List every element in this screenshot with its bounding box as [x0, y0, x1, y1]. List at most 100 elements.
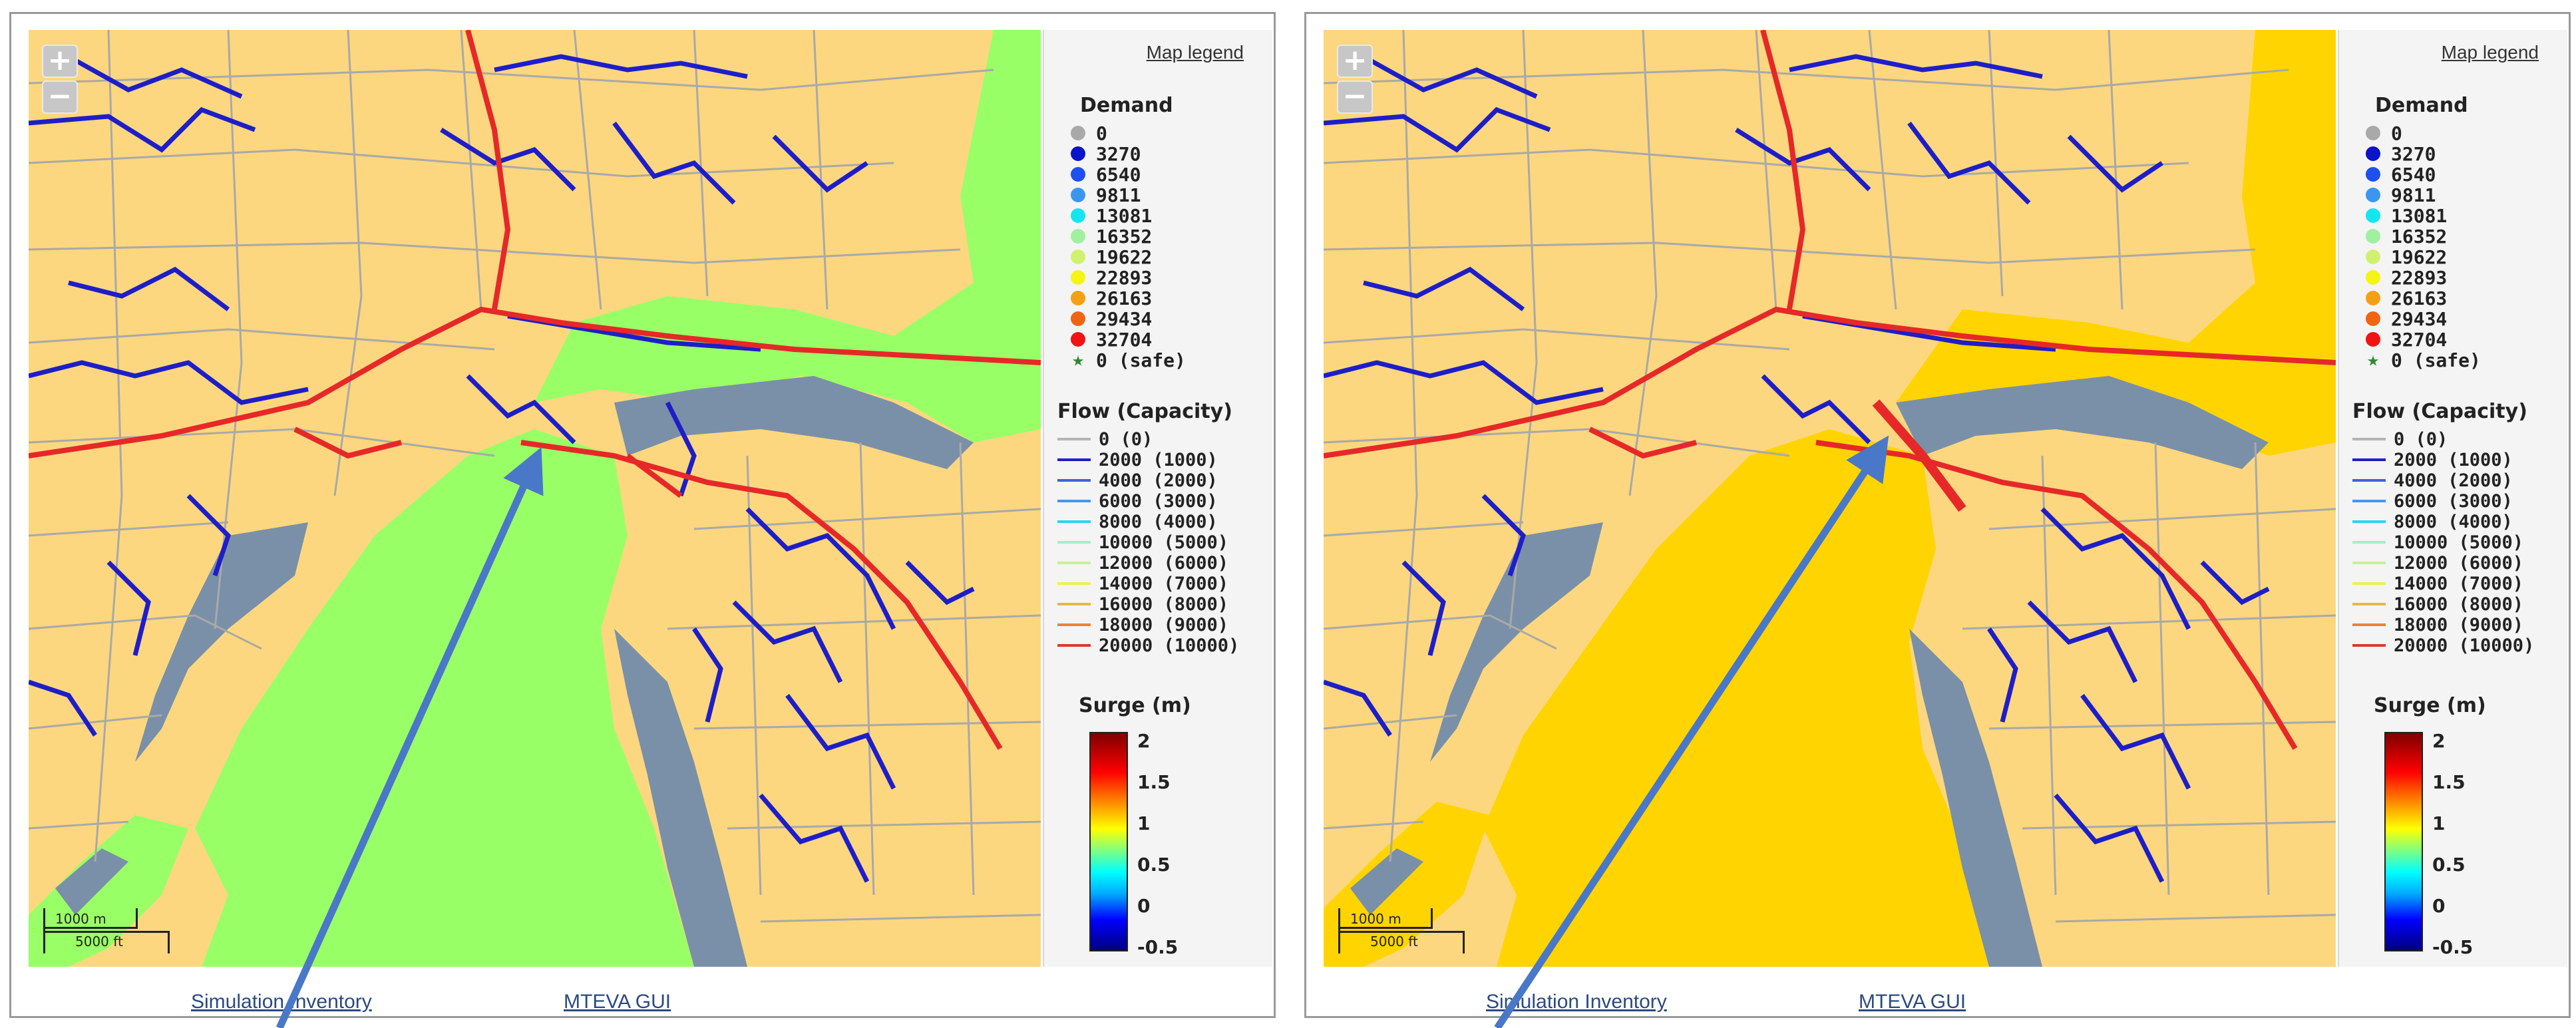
flow-line-icon: [1057, 500, 1091, 502]
river: [1350, 848, 1423, 915]
mteva-gui-link[interactable]: MTEVA GUI: [564, 991, 671, 1013]
flow-line-icon: [2352, 438, 2386, 440]
zoom-in-button[interactable]: +: [1337, 45, 1373, 78]
flow-legend-item: 6000 (3000): [1057, 490, 1218, 512]
scale-label-meters: 1000 m: [55, 911, 106, 927]
scale-label-feet: 5000 ft: [1370, 934, 1418, 949]
flood-zone: [29, 815, 188, 967]
flow-line-icon: [1057, 479, 1091, 482]
demand-legend-item: 29434: [2366, 307, 2448, 330]
demand-dot-icon: [1071, 270, 1085, 285]
flow-line-icon: [1057, 603, 1091, 605]
river: [55, 848, 128, 915]
flow-label: 6000 (3000): [1099, 490, 1218, 512]
flow-line-icon: [2352, 644, 2386, 647]
surge-tick-label: 2: [1137, 730, 1151, 752]
flow-legend-item: 14000 (7000): [2352, 574, 2523, 594]
surge-tick-label: 2: [2432, 730, 2446, 752]
demand-legend-item: 13081: [1071, 204, 1153, 227]
star-icon: ★: [1071, 348, 1085, 371]
flow-label: 16000 (8000): [1099, 594, 1229, 615]
surge-tick-label: 1: [2432, 812, 2446, 834]
flow-label: 18000 (9000): [1099, 614, 1229, 635]
zoom-in-button[interactable]: +: [42, 45, 78, 78]
demand-label: 13081: [2391, 204, 2448, 227]
demand-dot-icon: [1071, 229, 1085, 244]
flow-line-icon: [1057, 582, 1091, 585]
surge-tick-label: 0.5: [1137, 854, 1171, 876]
river: [1909, 629, 2042, 967]
demand-legend-item: 19622: [2366, 246, 2448, 268]
flow-legend-item: 16000 (8000): [1057, 594, 1229, 615]
demand-legend-item: 3270: [2366, 143, 2436, 165]
demand-legend-item: 26163: [1071, 287, 1152, 309]
flow-line-icon: [2352, 458, 2386, 461]
mteva-gui-link[interactable]: MTEVA GUI: [1859, 991, 1966, 1013]
surge-colorbar: [2384, 732, 2423, 951]
flow-label: 0 (0): [1099, 428, 1153, 450]
map-legend-link[interactable]: Map legend: [2441, 42, 2539, 63]
red-road-network: [29, 30, 1041, 751]
river: [614, 629, 747, 967]
demand-legend-item: 0: [1071, 122, 1107, 144]
map-canvas[interactable]: + − 1000 m 5000 ft: [29, 30, 1041, 967]
demand-label: 3270: [1096, 142, 1141, 165]
flow-legend-item: 4000 (2000): [2352, 470, 2513, 491]
map-legend-link[interactable]: Map legend: [1146, 42, 1244, 63]
map-canvas[interactable]: + − 1000 m 5000 ft: [1324, 30, 2336, 967]
scale-label-feet: 5000 ft: [75, 934, 123, 949]
demand-dot-icon: [1071, 188, 1085, 202]
flow-line-icon: [1057, 644, 1091, 647]
flow-line-icon: [2352, 479, 2386, 482]
flow-label: 14000 (7000): [2394, 573, 2524, 594]
demand-label: 19622: [2391, 246, 2448, 268]
zoom-out-button[interactable]: −: [1337, 81, 1373, 114]
scale-tick: [1463, 931, 1465, 953]
scale-tick: [1431, 908, 1433, 929]
simulation-inventory-link[interactable]: Simulation Inventory: [1486, 991, 1667, 1013]
map-legend: Map legend Demand Flow (Capacity) Surge …: [1043, 30, 1272, 967]
demand-dot-icon: [2366, 188, 2380, 202]
map-legend: Map legend Demand Flow (Capacity) Surge …: [2338, 30, 2567, 967]
demand-dot-icon: [2366, 311, 2380, 326]
flow-label: 4000 (2000): [1099, 470, 1218, 491]
demand-legend-item: 16352: [1071, 225, 1153, 248]
demand-legend-item: 9811: [1071, 184, 1141, 206]
flow-title: Flow (Capacity): [2352, 400, 2527, 423]
surge-tick-label: -0.5: [2432, 936, 2474, 958]
surge-tick-label: 1: [1137, 812, 1151, 834]
demand-legend-item: 3270: [1071, 142, 1141, 165]
demand-dot-icon: [2366, 270, 2380, 285]
demand-dot-icon: [1071, 146, 1085, 161]
surge-tick-label: 0.5: [2432, 854, 2466, 876]
flow-label: 8000 (4000): [2394, 511, 2513, 532]
red-road-network: [1324, 30, 2336, 751]
demand-label: 13081: [1096, 204, 1153, 227]
demand-label: 29434: [2391, 307, 2448, 330]
flow-label: 2000 (1000): [2394, 449, 2513, 470]
simulation-inventory-link[interactable]: Simulation Inventory: [191, 991, 372, 1013]
demand-legend-item: 22893: [1071, 267, 1152, 289]
demand-label: 6540: [2391, 163, 2436, 186]
surge-title: Surge (m): [1079, 694, 1191, 717]
flow-legend-item: 20000 (10000): [2352, 635, 2534, 656]
flow-label: 16000 (8000): [2394, 594, 2524, 615]
flow-legend-item: 16000 (8000): [2352, 594, 2524, 615]
demand-title: Demand: [1080, 94, 1173, 117]
map-graphic[interactable]: [29, 30, 1041, 967]
demand-legend-item: 0: [2366, 122, 2402, 144]
demand-dot-icon: [2366, 250, 2380, 264]
demand-label: 16352: [1096, 225, 1153, 248]
zoom-out-button[interactable]: −: [42, 81, 78, 114]
surge-title: Surge (m): [2374, 694, 2486, 717]
flow-legend-item: 10000 (5000): [1057, 532, 1228, 553]
map-graphic[interactable]: [1324, 30, 2336, 967]
demand-safe-label: 0 (safe): [1096, 349, 1186, 371]
demand-dot-icon: [1071, 126, 1085, 140]
demand-label: 26163: [2391, 287, 2448, 309]
demand-legend-item: 19622: [1071, 246, 1152, 268]
minor-road-network: [29, 30, 1041, 923]
scale-bar: 1000 m 5000 ft: [1338, 908, 1491, 955]
scale-line: [43, 927, 138, 929]
flow-label: 18000 (9000): [2394, 614, 2524, 635]
